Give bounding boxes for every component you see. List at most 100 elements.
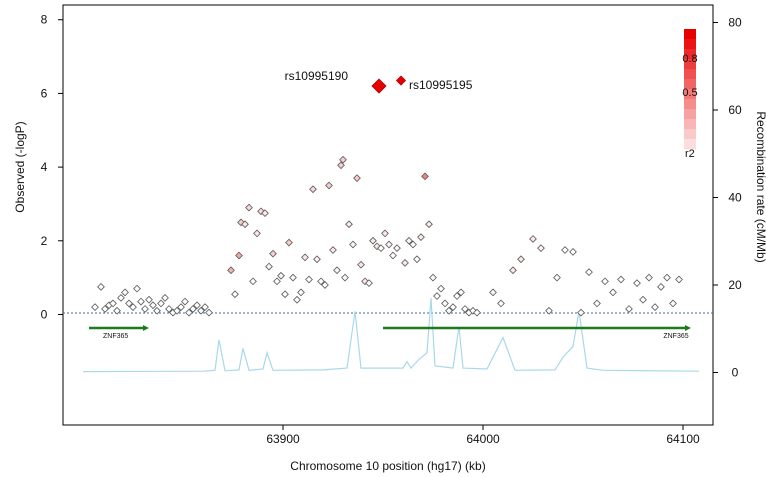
legend-color-step xyxy=(684,59,696,70)
snp-point xyxy=(663,273,671,282)
snp-point xyxy=(337,161,345,170)
snp-point xyxy=(389,251,397,260)
snp-point xyxy=(297,288,305,297)
snp-point xyxy=(453,292,461,300)
snp-point xyxy=(269,249,277,258)
snp-point xyxy=(425,220,433,229)
snp-point xyxy=(385,240,393,249)
snp-point xyxy=(301,253,309,262)
snp-point xyxy=(509,266,517,275)
snp-point xyxy=(645,273,653,282)
snp-point xyxy=(91,303,99,311)
y-tick-label: 8 xyxy=(41,13,48,27)
snp-point xyxy=(227,266,235,275)
snp-point xyxy=(401,259,409,267)
gene-arrowhead xyxy=(685,325,691,331)
snp-point xyxy=(101,305,109,313)
x-tick-label: 64100 xyxy=(666,432,700,446)
snp-point xyxy=(449,303,457,311)
snp-point xyxy=(357,260,365,269)
snp-point xyxy=(429,273,437,282)
y-tick-label: 6 xyxy=(41,86,48,100)
x-tick-label: 64000 xyxy=(466,432,500,446)
lead-snp-point xyxy=(371,78,387,94)
snp-point xyxy=(293,295,301,304)
legend-value-label: 0.5 xyxy=(682,87,697,99)
snp-point xyxy=(657,282,665,291)
annotation-rs10995190: rs10995190 xyxy=(285,69,349,83)
snp-point xyxy=(185,308,193,317)
legend-color-step xyxy=(684,119,696,130)
recombination-rate-line xyxy=(82,298,700,373)
snp-point xyxy=(461,305,469,313)
snp-point xyxy=(545,306,553,315)
snp-point xyxy=(253,229,261,238)
snp-point xyxy=(381,229,389,238)
snp-point xyxy=(129,303,137,311)
snp-point xyxy=(201,303,209,311)
plot-frame xyxy=(62,4,714,426)
snp-point xyxy=(245,203,253,212)
snp-point xyxy=(273,277,281,286)
snp-point xyxy=(497,299,505,308)
snp-point xyxy=(173,306,181,315)
snp-point xyxy=(193,301,201,310)
snp-point xyxy=(109,299,117,308)
legend-color-step xyxy=(684,49,696,60)
snp-point xyxy=(593,299,601,308)
snp-point xyxy=(639,295,647,304)
y2-tick-label: 80 xyxy=(728,16,742,30)
snp-point xyxy=(97,282,105,291)
y-tick-label: 0 xyxy=(41,307,48,321)
snp-point xyxy=(205,308,213,317)
snp-point xyxy=(413,255,421,264)
snp-point xyxy=(585,268,593,276)
legend-color-step xyxy=(684,29,696,40)
y-axis-title: Observed (-logP) xyxy=(13,121,27,212)
snp-point xyxy=(117,294,125,302)
snp-point xyxy=(601,277,609,286)
lead-snp-point xyxy=(395,75,407,86)
legend-color-step xyxy=(684,89,696,100)
snp-point xyxy=(137,297,145,306)
snp-point xyxy=(529,235,537,243)
snp-point xyxy=(133,284,141,293)
snp-point xyxy=(189,305,197,313)
snp-point xyxy=(553,273,561,282)
snp-point xyxy=(165,305,173,313)
snp-point xyxy=(149,301,157,310)
snp-point xyxy=(261,209,269,218)
snp-point xyxy=(113,306,121,315)
snp-point xyxy=(339,155,347,164)
lead-snps xyxy=(371,75,407,94)
snp-point xyxy=(409,240,417,249)
snp-point xyxy=(369,236,377,245)
y2-tick-label: 20 xyxy=(728,278,742,292)
snp-point xyxy=(305,275,313,284)
legend-color-step xyxy=(684,99,696,110)
y2-axis-title: Recombination rate (cM/Mb) xyxy=(754,111,766,262)
snp-point xyxy=(325,181,333,190)
snp-point xyxy=(441,299,449,308)
legend-title: r2 xyxy=(685,148,695,160)
snp-point xyxy=(473,308,481,317)
snp-point xyxy=(445,306,453,315)
snp-point xyxy=(345,220,353,229)
snp-point xyxy=(393,244,401,253)
snp-point xyxy=(265,262,273,271)
ld-legend: 0.8 0.5 r2 xyxy=(682,29,698,160)
x-axis-title: Chromosome 10 position (hg17) (kb) xyxy=(290,459,485,473)
snp-point xyxy=(145,295,153,304)
snp-point xyxy=(281,290,289,299)
snp-point xyxy=(161,294,169,302)
y2-tick-label: 60 xyxy=(728,103,742,117)
gene-label: ZNF365 xyxy=(103,333,128,340)
y-tick-label: 2 xyxy=(41,234,48,248)
snp-point xyxy=(177,303,185,311)
snp-point xyxy=(433,292,441,300)
snp-point xyxy=(609,288,617,297)
snp-point xyxy=(469,306,477,315)
snp-point xyxy=(121,288,129,297)
x-tick-label: 63900 xyxy=(266,432,300,446)
